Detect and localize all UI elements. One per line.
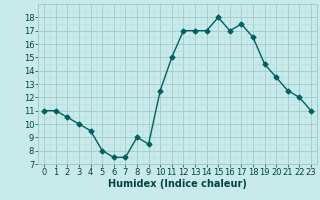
X-axis label: Humidex (Indice chaleur): Humidex (Indice chaleur) [108,179,247,189]
